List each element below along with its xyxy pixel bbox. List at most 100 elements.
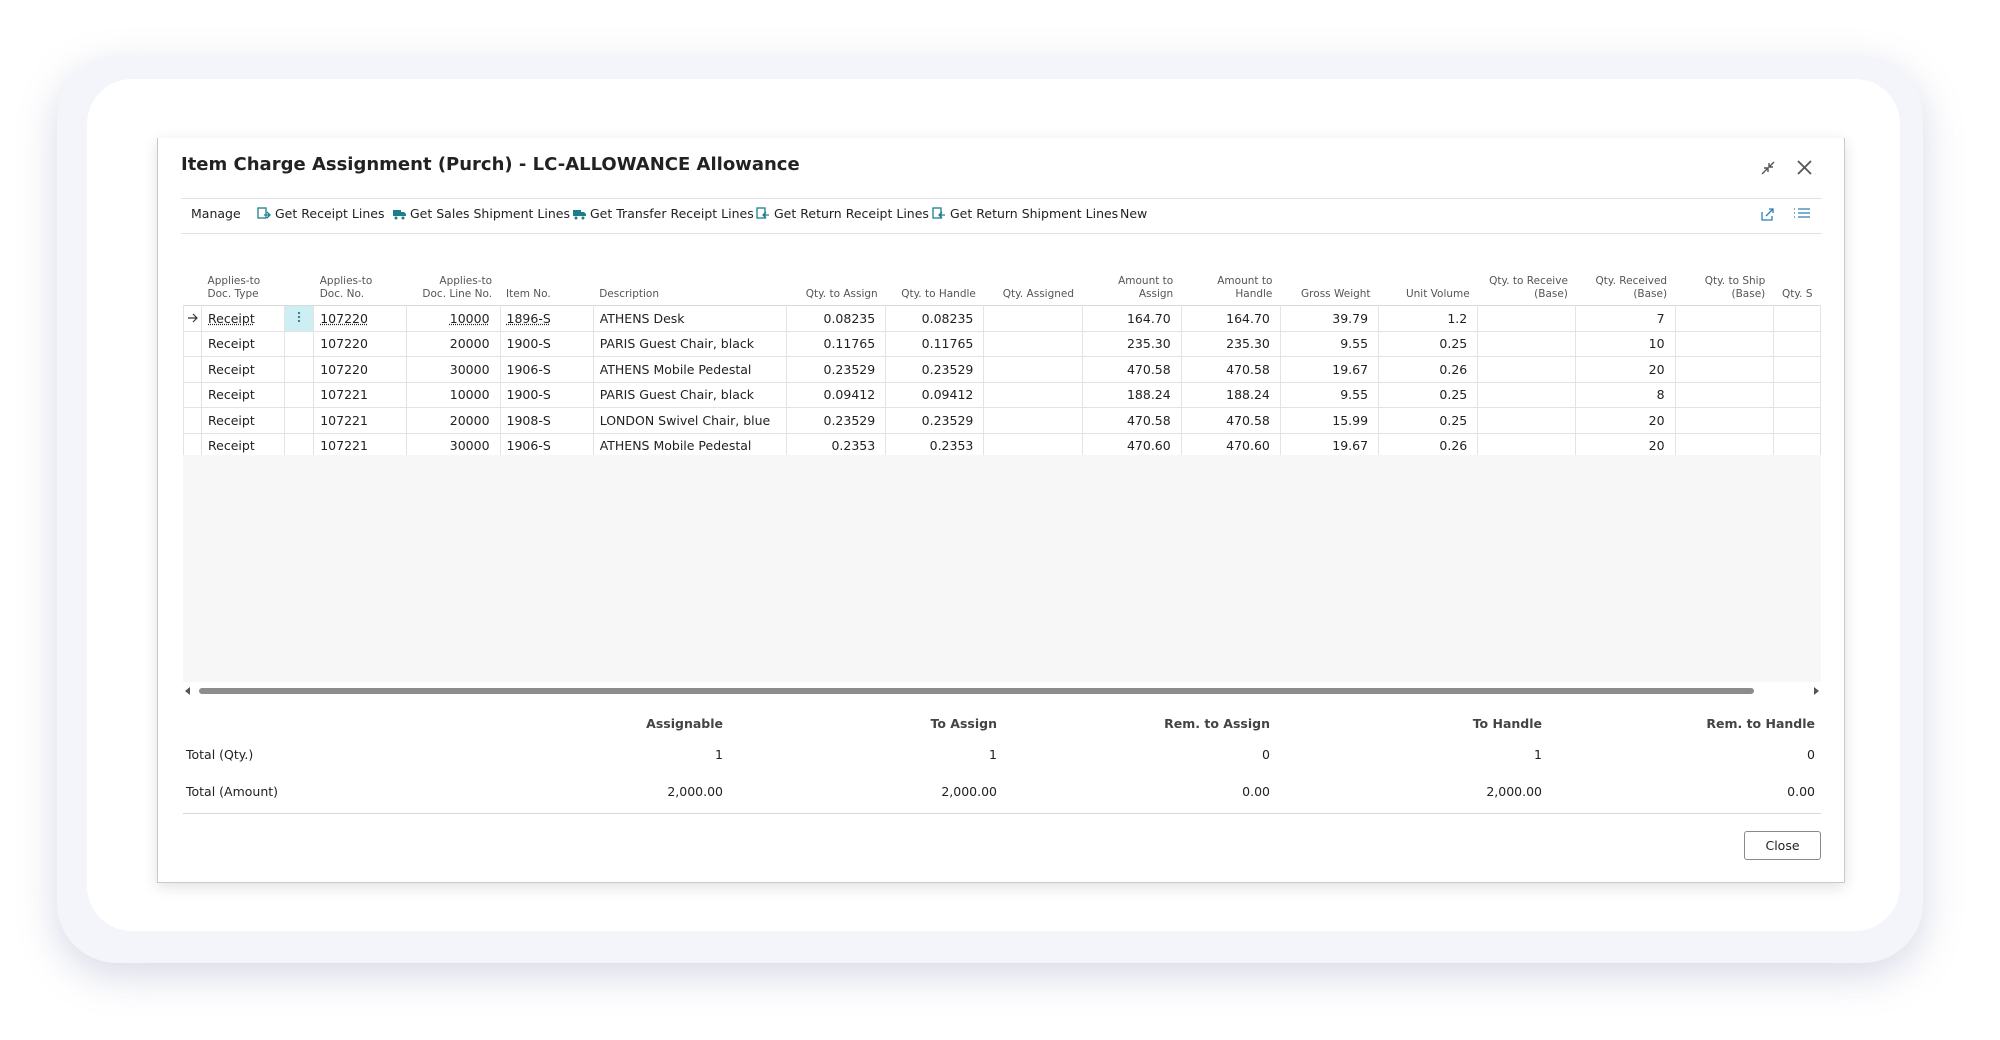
cell [1772,381,1822,408]
action-label[interactable]: Get Return Shipment Lines [950,206,1119,221]
action-label[interactable]: Manage [191,206,241,221]
cell: 1908-S [499,407,594,434]
cell: 0.2353 [885,432,985,459]
action[interactable]: Get Sales Shipment Lines [392,206,570,221]
table-row[interactable]: Receipt 107220 30000 1906-S ATHENS Mobile Pe… [182,356,1822,383]
header-line: Item No. [506,288,551,300]
header-line: Doc. No. [319,288,365,300]
table-row[interactable]: Receipt 107221 20000 1908-S LONDON Swivel Ch… [182,407,1822,434]
header-line: Applies-to [439,275,493,287]
row-menu[interactable] [284,305,315,332]
column-header: Applies-to Doc. No. [314,270,407,306]
cell: 0.25 [1378,381,1479,408]
totals-value: 0 [1807,747,1815,762]
action[interactable]: Get Receipt Lines [257,206,384,221]
header-line: Qty. to Handle [901,288,976,300]
cell [1477,330,1577,357]
action[interactable]: Get Transfer Receipt Lines [572,206,754,221]
header-line: Qty. to Assign [805,288,878,300]
action-label[interactable]: Get Sales Shipment Lines [410,206,570,221]
totals-value: 2,000.00 [941,784,997,799]
header-line: Amount to [1217,275,1273,287]
row-menu[interactable] [284,330,315,357]
action-label[interactable]: Get Transfer Receipt Lines [590,206,754,221]
action-label[interactable]: Get Receipt Lines [275,206,385,221]
cell: 164.70 [1081,305,1182,332]
header-line: Applies-to [319,275,373,287]
cell: 1.2 [1378,305,1479,332]
header-line: Qty. to Ship [1704,275,1766,287]
cell: PARIS Guest Chair, black [592,381,788,408]
action[interactable]: Get Return Receipt Lines [756,206,929,221]
totals-header: To Handle [1472,716,1542,731]
cell: 0.26 [1378,432,1479,459]
cell: 0.08235 [885,305,985,332]
header-line: (Base) [1534,288,1568,300]
action[interactable]: Get Return Shipment Lines [932,206,1118,221]
cell [1772,305,1822,332]
column-header: Qty. Received (Base) [1576,270,1675,306]
cell: 15.99 [1279,407,1380,434]
action-label[interactable]: New [1120,206,1148,221]
close-button[interactable]: Close [1744,831,1821,860]
cell: 7 [1575,305,1676,332]
totals-header: Rem. to Handle [1706,716,1815,731]
row-menu[interactable] [284,407,315,434]
cell: 1900-S [499,330,594,357]
cell: 0.08235 [786,305,887,332]
scrollbar[interactable] [183,684,1821,698]
header-line: Description [599,288,659,300]
cell [1674,381,1774,408]
cell: 20000 [406,330,501,357]
cell: 20 [1575,356,1676,383]
grid: Applies-to Doc. Type Applies-to Doc. No. App… [182,270,1822,459]
divider [181,198,1822,199]
cell [1477,381,1577,408]
cell: 107221 [313,407,408,434]
action[interactable]: Manage [191,206,241,221]
column-header: Amount to Assign [1082,270,1181,306]
totals-label: Total (Qty.) [186,747,254,762]
cell [1477,407,1577,434]
cell: 164.70 [1180,305,1281,332]
column-header: Qty. S [1773,270,1820,306]
column-header: Applies-to Doc. Type [202,270,285,306]
table-row[interactable]: Receipt 107220 10000 1896-S ATHENS Desk 0.082… [182,305,1822,332]
cell: 20 [1575,407,1676,434]
cell: 10000 [406,305,501,332]
cell: PARIS Guest Chair, black [592,330,788,357]
row-indicator [182,381,203,408]
cell: 0.23529 [885,356,985,383]
column-header: Item No. [500,270,593,306]
header-spacer [285,270,314,306]
cell: 9.55 [1279,381,1380,408]
cell: 235.30 [1180,330,1281,357]
divider [181,233,1822,234]
row-menu[interactable] [284,356,315,383]
cell: 188.24 [1081,381,1182,408]
row-menu[interactable] [284,381,315,408]
row-indicator [182,305,203,332]
icon [257,207,271,219]
action-label[interactable]: Get Return Receipt Lines [774,206,929,221]
cell [1674,356,1774,383]
header-line: Applies-to [207,275,261,287]
totals-value: 0.00 [1242,784,1270,799]
cell: 0.23529 [786,356,887,383]
header-row: Applies-to Doc. Type Applies-to Doc. No. App… [184,270,1821,306]
cell: 19.67 [1279,432,1380,459]
cell: Receipt [201,381,286,408]
totals-header: Rem. to Assign [1164,716,1270,731]
totals-value: 1 [989,747,997,762]
cell [983,305,1083,332]
cell: 9.55 [1279,330,1380,357]
cell: 30000 [406,356,501,383]
table-row[interactable]: Receipt 107221 10000 1900-S PARIS Guest Chai… [182,381,1822,408]
table-row[interactable]: Receipt 107220 20000 1900-S PARIS Guest Chai… [182,330,1822,357]
column-header: Qty. to Receive (Base) [1478,270,1576,306]
action[interactable]: New [1120,206,1147,221]
cell: LONDON Swivel Chair, blue [592,407,788,434]
cell: 470.58 [1180,356,1281,383]
totals-value: 2,000.00 [1486,784,1542,799]
column-header: Description [593,270,786,306]
